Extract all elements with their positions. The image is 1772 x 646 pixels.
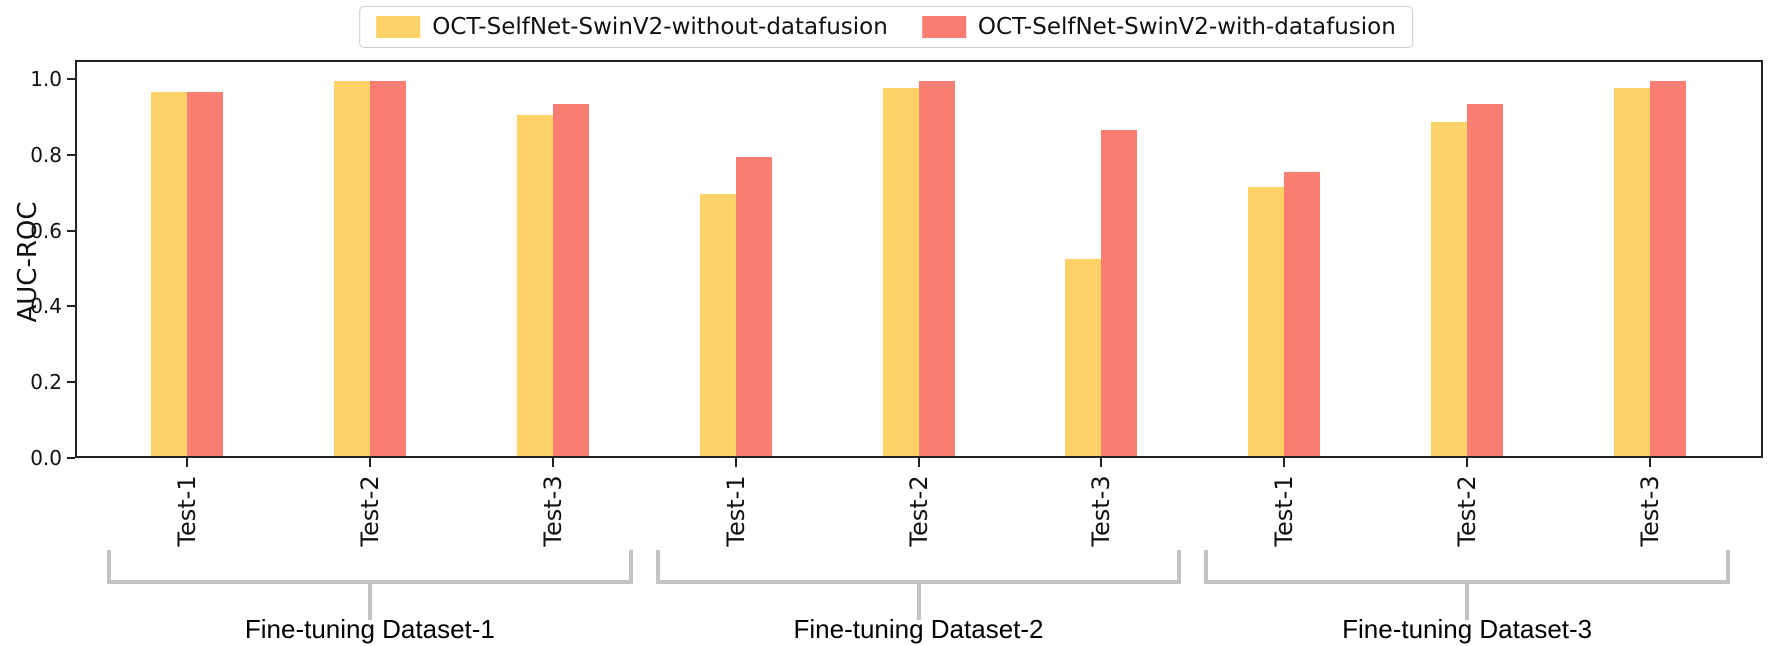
bar-without-datafusion <box>333 81 370 456</box>
x-tick-label: Test-1 <box>721 475 750 547</box>
legend-item-with-datafusion: OCT-SelfNet-SwinV2-with-datafusion <box>921 14 1396 40</box>
group-bracket <box>1204 550 1730 584</box>
legend-label: OCT-SelfNet-SwinV2-with-datafusion <box>977 14 1396 40</box>
plot-area <box>75 60 1763 458</box>
x-tick-mark <box>1283 458 1286 467</box>
x-tick-label: Test-1 <box>173 475 201 547</box>
x-tick-label: Test-2 <box>904 475 933 547</box>
x-tick-label: Test-1 <box>1270 475 1299 547</box>
x-tick-mark <box>551 458 554 467</box>
bar-without-datafusion <box>1065 259 1102 456</box>
x-tick-mark <box>186 458 188 467</box>
x-tick-mark <box>734 458 737 467</box>
bar-without-datafusion <box>151 92 187 456</box>
bar-without-datafusion <box>1431 122 1468 456</box>
group-label: Fine-tuning Dataset-3 <box>1342 614 1593 644</box>
legend-swatch <box>376 16 421 38</box>
y-tick-label: 1.0 <box>30 67 62 91</box>
bar-pair-test-1 <box>1248 172 1321 456</box>
group-bracket <box>655 550 1182 584</box>
bar-pair-test-1 <box>151 92 223 456</box>
group-bracket <box>107 550 633 584</box>
y-tick-mark <box>67 381 75 384</box>
bar-pair-test-3 <box>1614 81 1686 456</box>
y-tick-label: 0.0 <box>30 446 62 470</box>
bar-with-datafusion <box>1650 81 1686 456</box>
bar-with-datafusion <box>369 81 406 456</box>
bar-with-datafusion <box>918 81 955 456</box>
x-tick-label: Test-3 <box>1636 475 1664 547</box>
bar-with-datafusion <box>552 104 589 456</box>
bar-pair-test-1 <box>699 157 772 456</box>
bar-with-datafusion <box>1284 172 1321 456</box>
bar-without-datafusion <box>1614 88 1650 456</box>
bar-without-datafusion <box>882 88 919 456</box>
x-tick-label: Test-3 <box>1087 475 1116 547</box>
x-tick-mark <box>1100 458 1103 467</box>
x-tick-label: Test-3 <box>538 475 567 547</box>
group-bracket-stem <box>1465 584 1470 620</box>
bar-pair-test-2 <box>1431 104 1504 456</box>
y-tick-label: 0.8 <box>30 142 62 167</box>
group-label: Fine-tuning Dataset-1 <box>244 614 495 644</box>
x-tick-mark <box>1649 458 1651 467</box>
y-tick-label: 0.4 <box>30 294 62 319</box>
group-label: Fine-tuning Dataset-2 <box>793 614 1044 644</box>
group-bracket-stem <box>367 584 372 620</box>
legend: OCT-SelfNet-SwinV2-without-datafusion OCT… <box>359 6 1413 48</box>
bar-with-datafusion <box>187 92 223 456</box>
x-tick-label: Test-2 <box>1453 475 1482 547</box>
y-tick-mark <box>67 229 75 232</box>
y-tick-mark <box>67 78 75 80</box>
y-tick-mark <box>67 457 75 459</box>
y-tick-label: 0.6 <box>30 218 62 243</box>
x-tick-label: Test-2 <box>355 475 384 547</box>
bar-without-datafusion <box>699 194 736 456</box>
x-tick-mark <box>917 458 920 467</box>
bar-with-datafusion <box>1467 104 1504 456</box>
bar-pair-test-2 <box>333 81 406 456</box>
bar-pair-test-3 <box>1065 130 1138 456</box>
y-tick-mark <box>67 305 75 308</box>
bar-with-datafusion <box>735 157 772 456</box>
group-bracket-stem <box>916 584 921 620</box>
bar-pair-test-3 <box>516 104 589 456</box>
y-tick-label: 0.2 <box>30 370 62 395</box>
legend-swatch <box>921 16 966 38</box>
legend-label: OCT-SelfNet-SwinV2-without-datafusion <box>432 14 888 40</box>
bar-without-datafusion <box>1248 187 1285 456</box>
x-tick-mark <box>368 458 371 467</box>
x-tick-mark <box>1466 458 1469 467</box>
bar-pair-test-2 <box>882 81 955 456</box>
bar-with-datafusion <box>1101 130 1138 456</box>
y-tick-mark <box>67 153 75 156</box>
bar-without-datafusion <box>516 115 553 456</box>
legend-item-without-datafusion: OCT-SelfNet-SwinV2-without-datafusion <box>376 14 888 40</box>
